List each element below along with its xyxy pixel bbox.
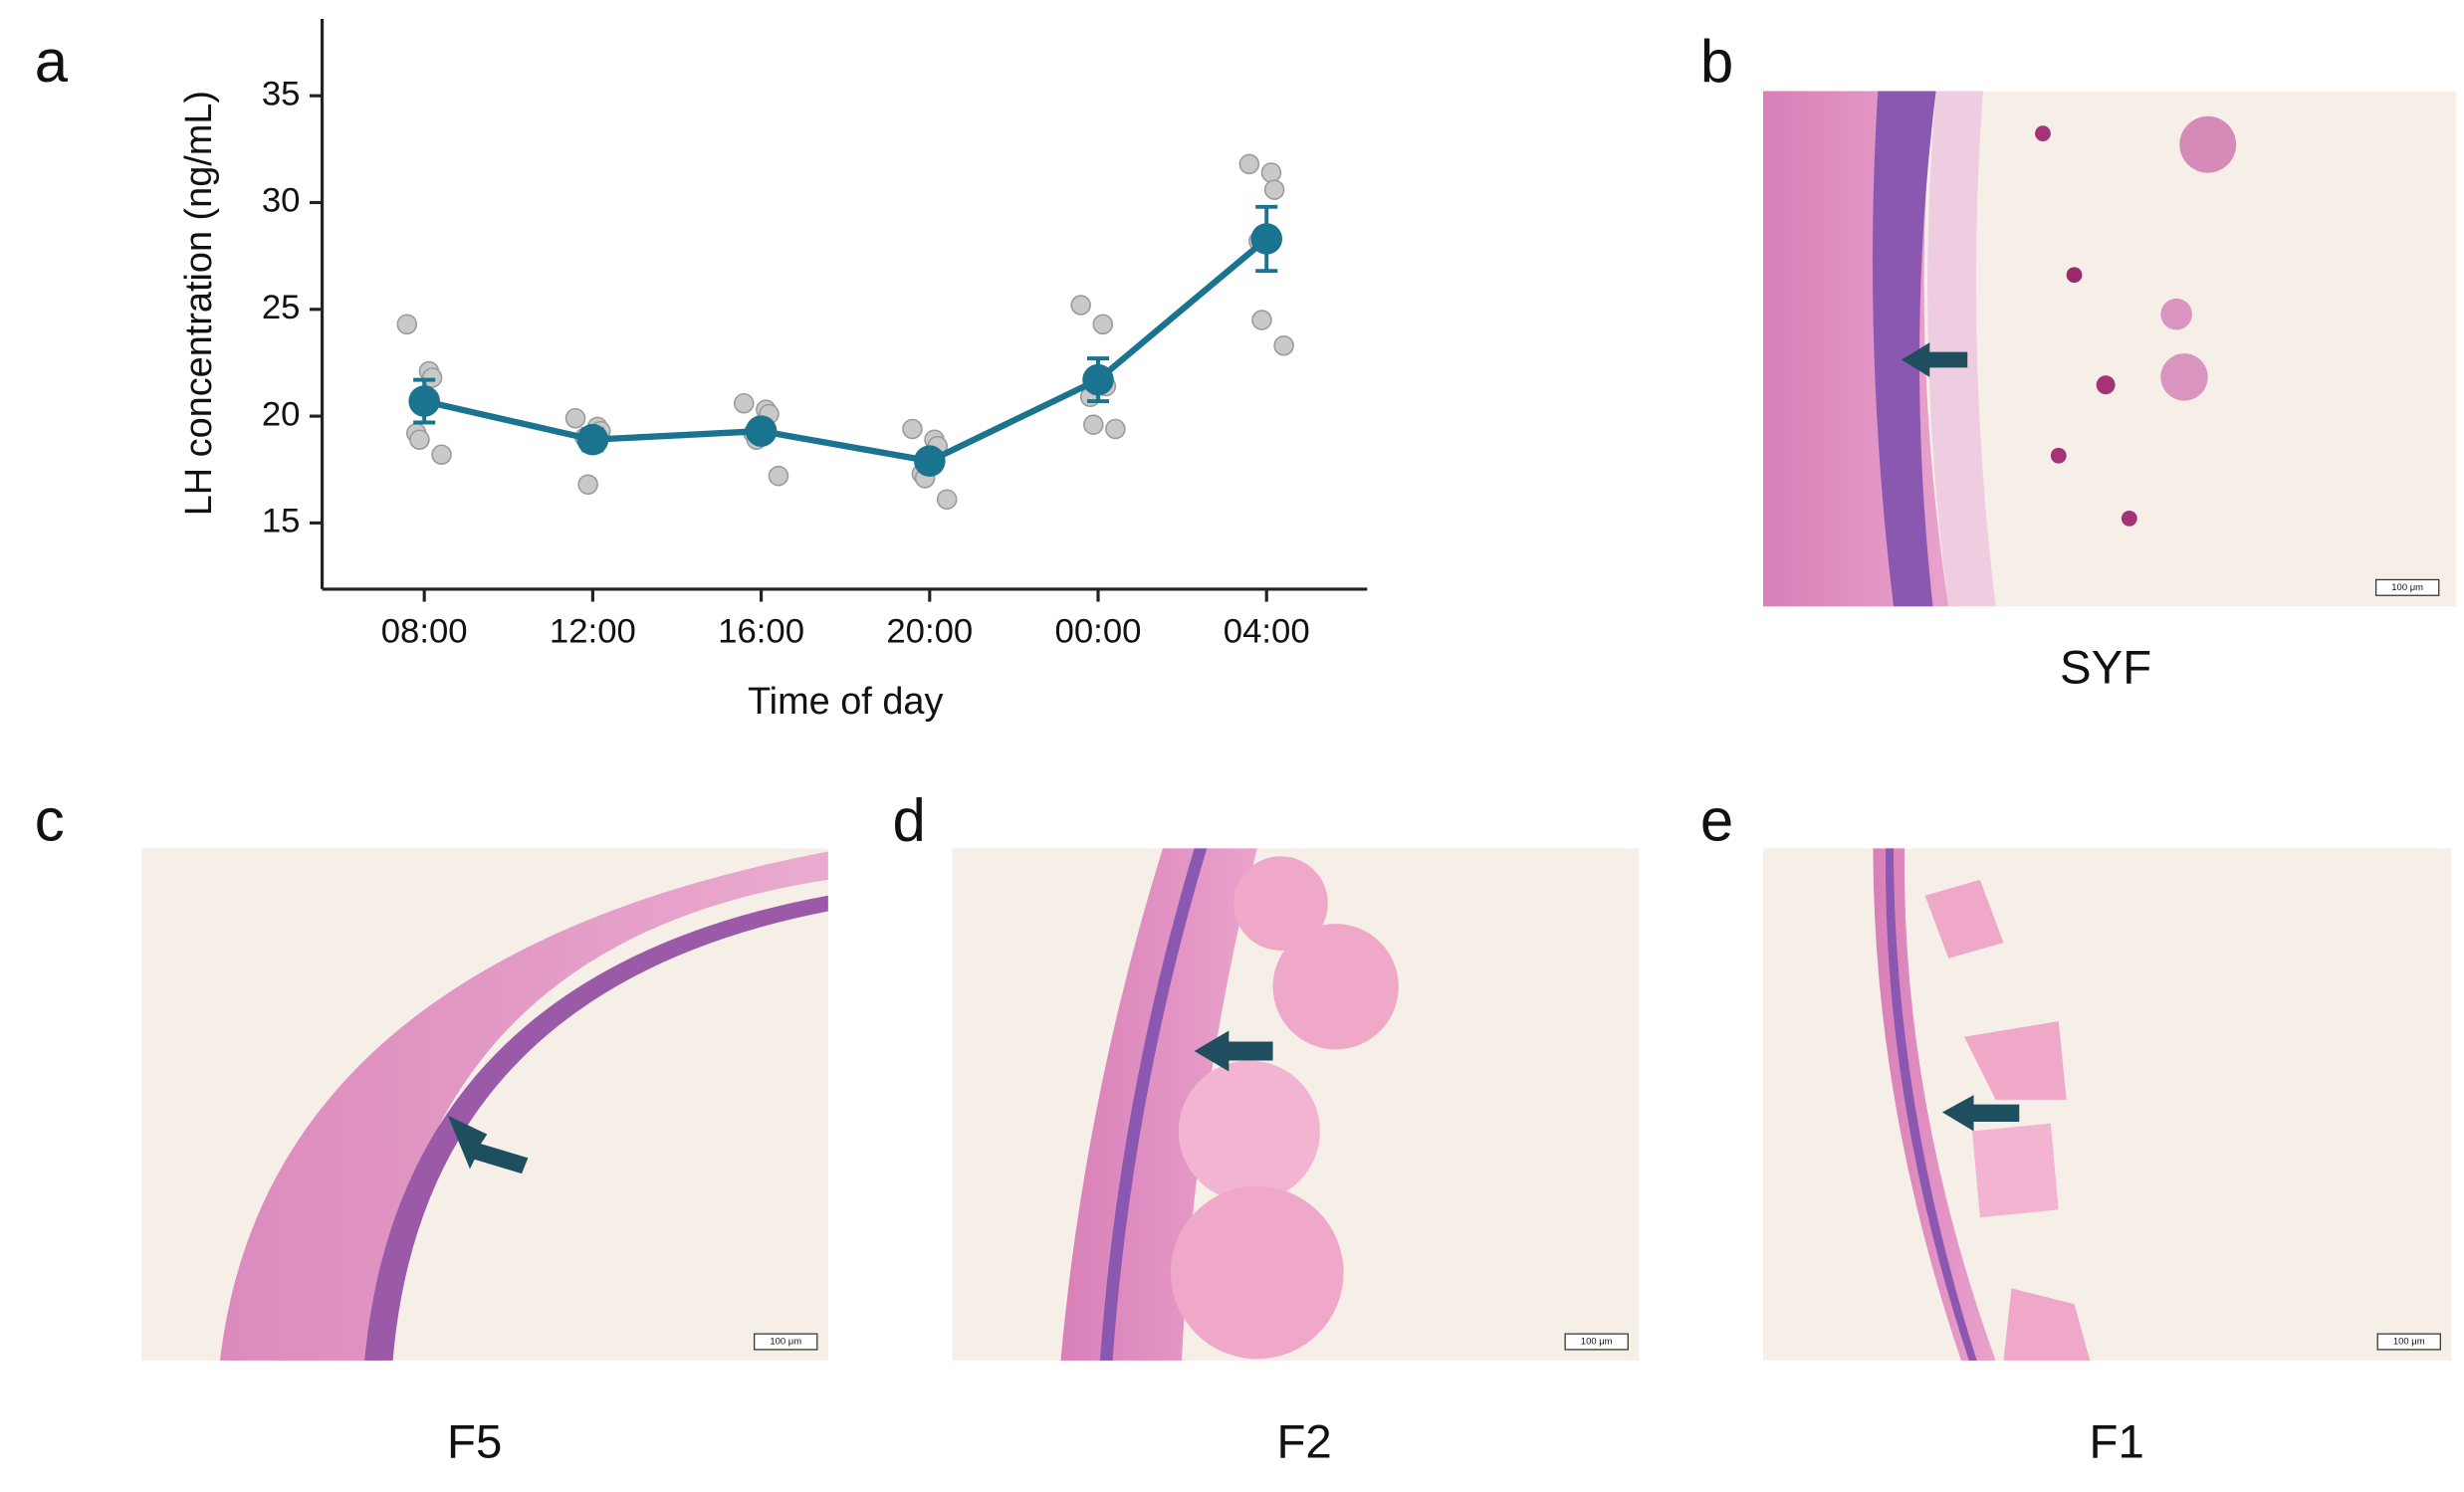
- mean-marker: [1250, 223, 1283, 255]
- x-tick-label: 08:00: [381, 612, 468, 650]
- panel-letter: a: [35, 28, 69, 95]
- mean-marker: [408, 385, 440, 417]
- panel-caption: F5: [447, 1416, 502, 1469]
- data-point: [733, 392, 755, 414]
- panel-letter: e: [1700, 787, 1733, 854]
- data-point: [1260, 162, 1282, 183]
- mean-marker: [576, 423, 609, 456]
- panel-letter: b: [1700, 28, 1733, 95]
- data-point: [1105, 418, 1126, 440]
- panel-caption: SYF: [2060, 642, 2151, 695]
- x-tick-label: 12:00: [550, 612, 636, 650]
- plot: 15 20 25 30 35 08:00 12:00 16:00 20:00 00:00 04:00: [262, 75, 1310, 650]
- data-point: [902, 418, 923, 440]
- panel-letter: c: [35, 787, 65, 854]
- mean-marker: [914, 445, 946, 477]
- micrograph: [1763, 848, 2452, 1361]
- data-point: [577, 474, 598, 496]
- data-point: [936, 489, 958, 511]
- data-point: [1273, 335, 1294, 356]
- panel-caption: F1: [2090, 1416, 2144, 1469]
- mean-line: [423, 236, 1269, 465]
- data-point: [564, 407, 586, 429]
- data-point: [768, 465, 789, 487]
- data-point: [409, 429, 430, 450]
- y-tick-label: 25: [262, 289, 301, 326]
- scale-bar-label: 100 μm: [1581, 1336, 1613, 1347]
- scale-bar-label: 100 μm: [2393, 1336, 2425, 1347]
- y-tick-label: 35: [262, 75, 301, 112]
- data-point: [1238, 153, 1260, 175]
- data-point: [1263, 179, 1285, 200]
- micrograph: [952, 848, 1640, 1361]
- data-point: [396, 314, 418, 335]
- micrograph: [141, 848, 828, 1361]
- mean-marker: [745, 415, 778, 447]
- y-tick-label: 15: [262, 503, 301, 540]
- x-tick-label: 04:00: [1224, 612, 1310, 650]
- x-tick-label: 00:00: [1055, 612, 1142, 650]
- data-point: [1251, 310, 1272, 330]
- panel-caption: F2: [1276, 1416, 1331, 1469]
- panel-letter: d: [893, 787, 926, 854]
- scale-bar-label: 100 μm: [770, 1336, 801, 1347]
- y-tick-label: 20: [262, 395, 301, 433]
- data-point: [1083, 414, 1104, 435]
- data-point: [431, 444, 452, 465]
- scale-bar-label: 100 μm: [2391, 582, 2423, 593]
- x-tick-label: 16:00: [718, 612, 804, 650]
- y-axis-label: LH concentration (ng/mL): [178, 91, 220, 516]
- data-point: [1070, 295, 1091, 316]
- x-axis-label: Time of day: [748, 681, 944, 723]
- y-tick-label: 30: [262, 182, 301, 220]
- data-point: [1092, 314, 1114, 335]
- x-tick-label: 20:00: [886, 612, 973, 650]
- mean-marker: [1082, 363, 1114, 396]
- data-point: [421, 367, 443, 388]
- micrograph: [1763, 91, 2457, 607]
